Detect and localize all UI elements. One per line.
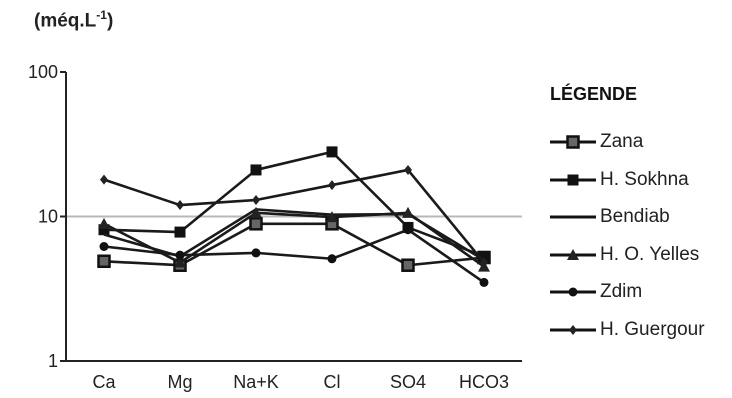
series-line-h-sokhna — [103, 150, 485, 258]
legend-label: H. O. Yelles — [600, 243, 700, 265]
data-point-h-o-yelles — [402, 206, 414, 218]
data-point-h-guergour — [252, 195, 260, 206]
data-point-h-guergour — [404, 164, 412, 175]
legend-marker — [568, 287, 578, 297]
series-h-guergour — [100, 164, 488, 268]
legend-title: LÉGENDE — [550, 84, 638, 104]
data-point-h-o-yelles — [174, 256, 186, 268]
x-tick-label: Na+K — [233, 372, 279, 392]
y-axis-unit-label: (méq.L-1) — [34, 8, 114, 32]
data-point-h-guergour — [480, 257, 488, 268]
series-line-h-o-yelles — [103, 211, 485, 268]
legend-item-h-sokhna: H. Sokhna — [550, 166, 732, 194]
data-point-h-guergour — [100, 174, 108, 185]
data-point-zdim — [175, 250, 185, 260]
legend-marker — [569, 324, 577, 335]
data-point-zdim — [99, 241, 109, 251]
series-line-zana — [103, 222, 485, 267]
y-tick-label: 1 — [48, 351, 58, 371]
x-tick-label: Mg — [167, 372, 192, 392]
data-point-zdim — [479, 277, 489, 287]
data-point-zdim — [403, 225, 413, 235]
legend-label: Zana — [600, 131, 644, 152]
legend-swatch — [550, 174, 596, 185]
data-point-h-sokhna — [98, 224, 110, 236]
legend-label: Bendiab — [600, 206, 670, 227]
x-tick-label: HCO3 — [459, 372, 509, 392]
series-zdim — [99, 225, 489, 287]
legend-item-zana: Zana — [550, 128, 732, 156]
x-tick-label: Cl — [324, 372, 341, 392]
legend-marker — [567, 174, 579, 185]
data-point-zdim — [251, 248, 261, 258]
legend-item-h-o-yelles: H. O. Yelles — [550, 241, 732, 269]
series-line-h-guergour — [103, 168, 486, 264]
legend-label: H. Sokhna — [600, 168, 689, 190]
data-point-zana — [97, 254, 111, 269]
legend-item-zdim: Zdim — [550, 278, 732, 306]
series-line-zdim — [103, 228, 485, 284]
data-point-zana — [249, 217, 263, 231]
data-point-h-guergour — [328, 180, 336, 191]
x-tick-label: Ca — [92, 372, 116, 392]
data-point-h-sokhna — [174, 226, 186, 238]
legend-swatch — [550, 248, 596, 260]
y-tick-label: 100 — [28, 62, 58, 82]
legend-swatch — [550, 287, 596, 297]
legend-swatch — [550, 135, 596, 149]
data-point-h-sokhna — [478, 250, 490, 262]
x-tick-label: SO4 — [390, 372, 426, 392]
legend-label: H. Guergour — [600, 318, 705, 340]
data-point-zana — [401, 258, 415, 272]
legend-swatch — [550, 324, 596, 335]
data-point-h-sokhna — [326, 146, 338, 158]
data-point-h-o-yelles — [98, 217, 110, 229]
data-point-h-o-yelles — [326, 211, 338, 223]
legend-item-h-guergour: H. Guergour — [550, 316, 732, 344]
legend-item-bendiab: Bendiab — [550, 203, 732, 231]
data-point-h-guergour — [176, 200, 184, 211]
data-point-h-o-yelles — [250, 206, 262, 218]
series-h-o-yelles — [98, 206, 490, 272]
data-point-zdim — [327, 254, 337, 264]
legend-swatch — [550, 215, 596, 219]
legend-marker — [566, 135, 580, 149]
y-tick-label: 10 — [38, 207, 58, 227]
legend-marker — [567, 248, 579, 260]
data-point-h-sokhna — [250, 164, 262, 176]
legend-label: Zdim — [600, 281, 643, 302]
